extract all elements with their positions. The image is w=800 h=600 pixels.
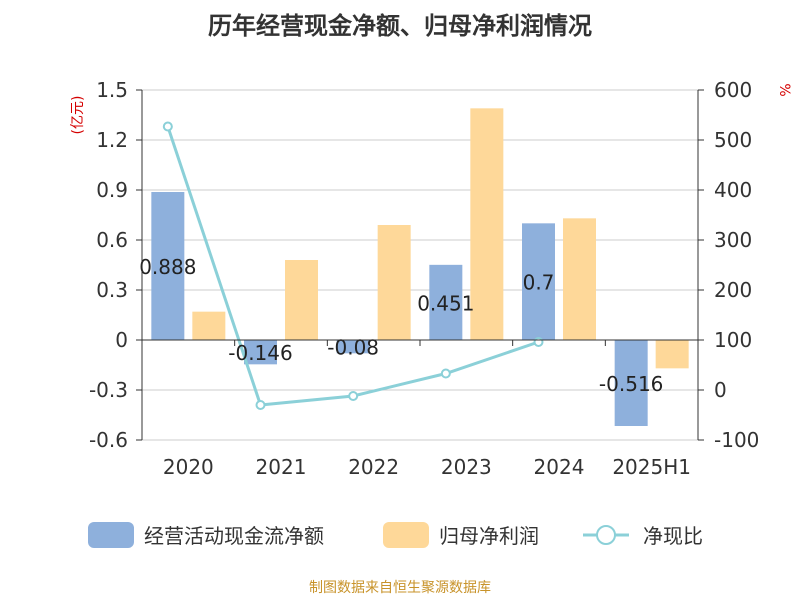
- right-axis-unit: %: [776, 83, 792, 96]
- cashflow-bar: [336, 340, 370, 354]
- x-tick-label: 2022: [348, 455, 399, 479]
- left-axis-unit: (亿元): [70, 96, 86, 135]
- cashflow-data-label: -0.08: [327, 336, 379, 360]
- x-tick-label: 2020: [163, 455, 214, 479]
- left-tick-label: -0.3: [89, 378, 128, 402]
- bars: [151, 108, 689, 426]
- legend-swatch: [383, 522, 429, 548]
- right-tick-label: 400: [714, 178, 752, 202]
- axes: 1.5 1.2 0.9 0.6 0.3 0 -0.3 -0.6 600 500 400 300 200 1…: [89, 78, 759, 479]
- right-tick-label: 600: [714, 78, 752, 102]
- left-tick-label: 0: [115, 328, 128, 352]
- chart-title: 历年经营现金净额、归母净利润情况: [208, 12, 592, 40]
- right-tick-label: -100: [714, 428, 759, 452]
- left-tick-label: 1.2: [96, 128, 128, 152]
- x-tick-label: 2025H1: [612, 455, 691, 479]
- left-tick-label: 0.6: [96, 228, 128, 252]
- net-cash-ratio-point: [348, 391, 359, 401]
- netprofit-bar: [470, 108, 504, 340]
- legend-netprofit: 归母净利润: [383, 522, 539, 548]
- legend-label: 净现比: [643, 524, 703, 548]
- cashflow-data-label: 0.888: [139, 255, 196, 279]
- right-tick-label: 200: [714, 278, 752, 302]
- legend-marker: [596, 525, 616, 545]
- net-cash-ratio-point: [533, 337, 544, 347]
- right-tick-label: 300: [714, 228, 752, 252]
- legend: 经营活动现金流净额 归母净利润 净现比: [88, 522, 703, 548]
- left-tick-label: 0.3: [96, 278, 128, 302]
- right-tick-label: 500: [714, 128, 752, 152]
- cashflow-data-label: -0.516: [599, 372, 663, 396]
- cashflow-data-label: 0.7: [523, 271, 555, 295]
- x-tick-label: 2024: [534, 455, 585, 479]
- net-cash-ratio-point: [440, 368, 451, 379]
- cashflow-data-label: 0.451: [417, 291, 474, 315]
- cashflow-bar: [151, 192, 185, 340]
- left-tick-label: 0.9: [96, 178, 128, 202]
- netprofit-bar: [655, 340, 689, 369]
- x-tick-label: 2023: [441, 455, 492, 479]
- netprofit-bar: [563, 218, 596, 340]
- cashflow-bar: [244, 340, 277, 365]
- net-cash-ratio-point: [255, 400, 266, 410]
- right-tick-label: 100: [714, 328, 752, 352]
- left-tick-label: -0.6: [89, 428, 128, 452]
- cashflow-bar: [522, 223, 555, 340]
- cashflow-bar: [614, 340, 648, 426]
- net-cash-ratio-point: [162, 121, 173, 132]
- left-tick-label: 1.5: [96, 78, 128, 102]
- cashflow-bar: [429, 264, 463, 340]
- netprofit-bar: [285, 260, 318, 340]
- legend-label: 经营活动现金流净额: [144, 524, 324, 548]
- legend-swatch: [88, 522, 134, 548]
- cashflow-data-label: -0.146: [228, 341, 292, 365]
- legend-net-cash-ratio: 净现比: [583, 524, 703, 548]
- netprofit-bar: [377, 225, 411, 340]
- right-tick-label: 0: [714, 378, 727, 402]
- x-tick-label: 2021: [256, 455, 307, 479]
- netprofit-bar: [192, 311, 226, 340]
- legend-cashflow: 经营活动现金流净额: [88, 522, 324, 548]
- source-note: 制图数据来自恒生聚源数据库: [309, 580, 491, 596]
- legend-label: 归母净利润: [439, 524, 539, 548]
